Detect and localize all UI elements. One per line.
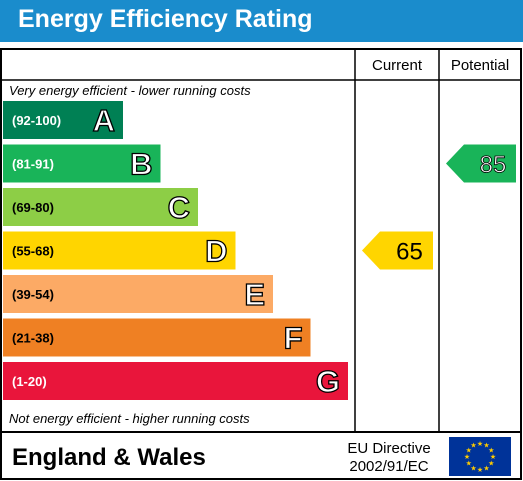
current-rating-arrow (362, 231, 433, 270)
band-g-bar (3, 362, 348, 400)
eu-star-icon: ★ (464, 453, 470, 461)
eu-flag-icon: ★ ★★★★★★★★★★★ (449, 437, 511, 476)
band-c-bar (3, 188, 198, 226)
rating-arrows: 65 85 (362, 144, 516, 270)
band-b-bar (3, 144, 161, 183)
band-b-range: (81-91) (12, 157, 54, 172)
title-bar: Energy Efficiency Rating (0, 0, 523, 42)
eu-star-icon: ★ (477, 466, 483, 474)
eu-star-icon: ★ (466, 447, 472, 455)
eu-star-icon: ★ (488, 460, 494, 468)
band-e-range: (39-54) (12, 287, 54, 302)
band-e-bar (3, 275, 273, 313)
directive-line-2: 2002/91/EC (349, 458, 428, 475)
band-a-bar (3, 101, 123, 139)
band-g-letter: G (316, 364, 340, 399)
band-f-letter: F (284, 321, 303, 356)
bottom-note: Not energy efficient - higher running co… (9, 411, 250, 426)
eu-star-icon: ★ (477, 440, 483, 448)
eu-star-icon: ★ (470, 464, 476, 472)
band-d-range: (55-68) (12, 244, 54, 259)
band-g-range: (1-20) (12, 374, 47, 389)
eu-star-icon: ★ (488, 447, 494, 455)
potential-column-header: Potential (451, 57, 509, 74)
eu-star-icon: ★ (466, 460, 472, 468)
rating-bands: (92-100) A (81-91) B (69-80) C (55-68) D (39-54)… (3, 101, 348, 400)
band-c-letter: C (168, 190, 190, 225)
current-column-header: Current (372, 57, 423, 74)
band-a-range: (92-100) (12, 113, 61, 128)
band-c-range: (69-80) (12, 200, 54, 215)
band-d-bar (3, 231, 236, 270)
band-a-letter: A (93, 103, 115, 138)
outer-frame (0, 48, 522, 480)
directive-line-1: EU Directive (347, 440, 430, 457)
eu-star-icon: ★ (483, 442, 489, 450)
band-e-letter: E (244, 277, 265, 312)
potential-rating-arrow (446, 144, 516, 183)
chart-title: Energy Efficiency Rating (18, 5, 313, 33)
eu-star-icon: ★ (490, 453, 496, 461)
eu-star-icon: ★ (483, 464, 489, 472)
band-d-letter: D (205, 234, 227, 269)
top-note: Very energy efficient - lower running co… (9, 83, 251, 98)
eu-star-icon: ★ (470, 442, 476, 450)
region-label: England & Wales (12, 444, 206, 471)
band-f-bar (3, 318, 311, 357)
current-rating-value: 65 (396, 239, 423, 266)
potential-rating-value: 85 (480, 152, 507, 179)
band-b-letter: B (130, 147, 152, 182)
band-f-range: (21-38) (12, 331, 54, 346)
